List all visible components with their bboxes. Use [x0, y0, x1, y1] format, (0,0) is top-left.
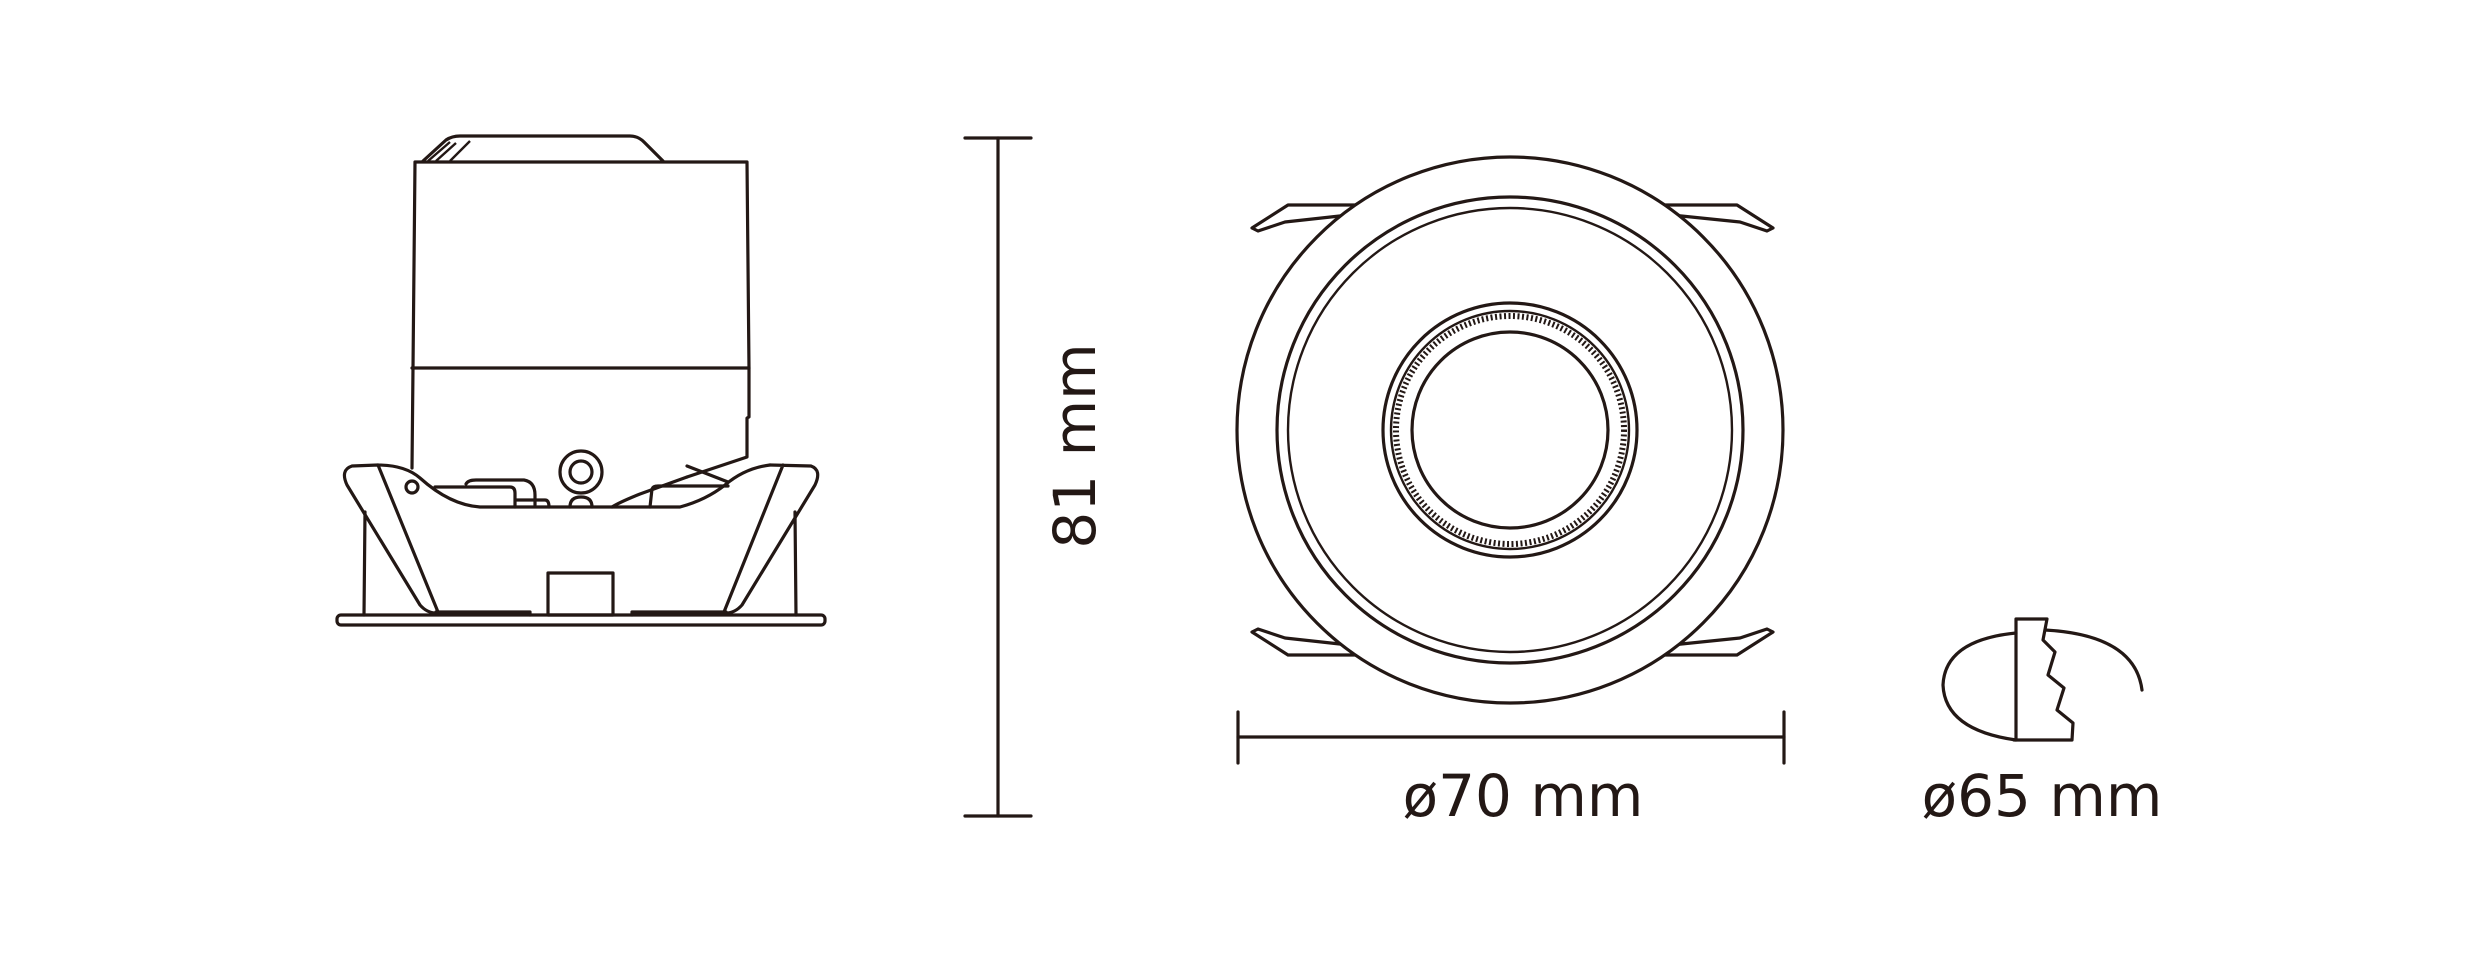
diameter-label: ø70 mm	[1403, 762, 1644, 830]
outer-trim-ring	[1235, 155, 1785, 705]
ceiling-section	[2012, 617, 2075, 742]
ceiling-hole-ellipse	[1941, 628, 2144, 742]
lamp-top-cap	[421, 134, 665, 163]
spring-tab-bottom-left	[1250, 627, 1362, 657]
spring-tab-top-right	[1658, 203, 1775, 233]
trim-plate	[335, 613, 827, 627]
lens-holder-outer	[1381, 301, 1639, 559]
height-dimension: 81 mm	[963, 136, 1109, 818]
lamp-body	[410, 160, 751, 479]
front-view	[1235, 155, 1785, 705]
adjust-screw-inner	[568, 459, 594, 485]
cutout-label: ø65 mm	[1922, 762, 2163, 830]
bracket-wing-left	[342, 463, 772, 615]
knurled-ring	[1393, 313, 1627, 547]
clip-block-right	[648, 484, 730, 509]
height-label: 81 mm	[1041, 343, 1109, 548]
bracket-wing-right	[722, 463, 820, 615]
bracket-hole	[404, 479, 420, 495]
diameter-dimension: ø70 mm	[1236, 710, 1786, 830]
frame-legs	[362, 510, 798, 617]
cutout-icon: ø65 mm	[1922, 617, 2163, 830]
knurled-ring-edge	[1389, 309, 1631, 551]
screw-lower	[568, 495, 594, 509]
reflector-ring	[1275, 195, 1745, 665]
clip-block-left	[433, 478, 551, 509]
adjust-screw-outer	[558, 449, 604, 495]
side-view	[335, 134, 827, 627]
center-block	[546, 571, 615, 617]
lens	[1410, 330, 1610, 530]
spring-tab-bottom-right	[1658, 627, 1775, 657]
cap-ridges	[427, 140, 471, 162]
reflector-inner-ring	[1286, 206, 1734, 654]
spring-tab-top-left	[1250, 203, 1362, 233]
